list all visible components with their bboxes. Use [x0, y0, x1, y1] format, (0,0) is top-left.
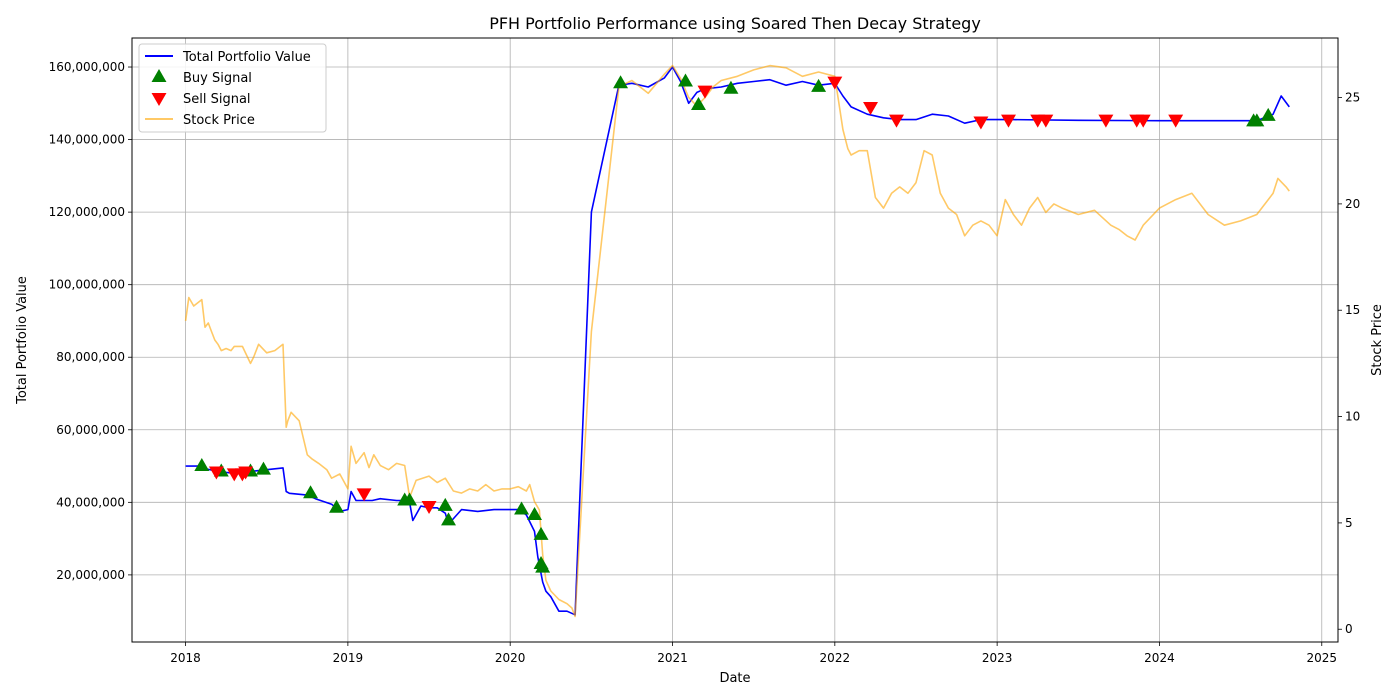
y2-tick-label: 25: [1345, 91, 1360, 105]
buy-signal-marker: [256, 461, 271, 475]
y-tick-label: 140,000,000: [49, 133, 125, 147]
buy-signal-marker: [691, 97, 706, 111]
buy-signal-marker: [811, 78, 827, 92]
sell-signal-marker: [1001, 114, 1016, 128]
sell-signal-legend-swatch: [151, 93, 167, 107]
buy-signal-marker: [402, 492, 418, 506]
buy-signal-marker: [437, 497, 453, 511]
buy-signal-legend-swatch: [151, 68, 167, 82]
signal-markers: [194, 73, 1276, 573]
buy-signal-marker: [723, 80, 739, 94]
x-tick-label: 2018: [170, 651, 201, 665]
stock-price-line: [184, 64, 1290, 618]
buy-signal-marker: [678, 73, 693, 87]
sell-signal-marker: [1135, 114, 1151, 128]
y-tick-label: 60,000,000: [56, 423, 125, 437]
chart-title: PFH Portfolio Performance using Soared T…: [489, 14, 981, 33]
buy-signal-marker: [527, 506, 543, 520]
y2-tick-label: 10: [1345, 410, 1360, 424]
buy-signal-marker: [533, 526, 549, 540]
sell-signal-marker: [1098, 114, 1114, 128]
x-tick-label: 2022: [820, 651, 851, 665]
legend-box: [138, 43, 327, 133]
plot-area: [132, 38, 1338, 642]
sell-signal-marker: [421, 501, 437, 515]
x-tick-label: 2023: [982, 651, 1013, 665]
y-tick-label: 120,000,000: [49, 205, 125, 219]
buy-signal-marker: [514, 501, 530, 515]
buy-signal-marker: [303, 485, 319, 499]
buy-signal-marker: [329, 499, 344, 513]
plot-frame: [131, 37, 1339, 643]
y2-tick-label: 20: [1345, 197, 1360, 211]
y2-tick-label: 5: [1345, 516, 1353, 530]
buy-signal-marker: [441, 512, 456, 526]
sell-signal-marker: [697, 85, 713, 99]
y2-tick-label: 0: [1345, 622, 1353, 636]
y-tick-label: 160,000,000: [49, 60, 125, 74]
legend-label: Stock Price: [183, 113, 255, 128]
buy-signal-marker: [194, 458, 210, 472]
buy-signal-marker: [613, 75, 629, 89]
legend-label: Sell Signal: [183, 92, 251, 107]
sell-signal-marker: [238, 466, 254, 480]
legend-label: Buy Signal: [183, 71, 252, 86]
y-tick-label: 40,000,000: [56, 495, 125, 509]
y-tick-label: 20,000,000: [56, 568, 125, 582]
y-tick-label: 80,000,000: [56, 350, 125, 364]
sell-signal-marker: [863, 101, 879, 115]
axis-ticks: 2018 2019 2020 2021 2022 2023 2024 202520,000,0…: [49, 60, 1361, 665]
y-tick-label: 100,000,000: [49, 278, 125, 292]
x-axis-label: Date: [719, 671, 750, 686]
x-tick-label: 2021: [657, 651, 688, 665]
x-tick-label: 2025: [1306, 651, 1337, 665]
legend: Total Portfolio Value Buy Signal Sell Sign…: [138, 43, 327, 133]
y-axis-label: Total Portfolio Value: [15, 276, 30, 405]
x-tick-label: 2019: [333, 651, 364, 665]
y2-axis-label: Stock Price: [1370, 304, 1385, 376]
x-tick-label: 2024: [1144, 651, 1175, 665]
buy-signal-marker: [1249, 113, 1265, 127]
x-tick-label: 2020: [495, 651, 526, 665]
sell-signal-marker: [827, 76, 843, 90]
legend-label: Total Portfolio Value: [182, 50, 311, 65]
sell-signal-marker: [973, 116, 989, 130]
grid: [132, 38, 1338, 642]
sell-signal-marker: [889, 114, 904, 128]
sell-signal-marker: [208, 466, 224, 480]
buy-signal-marker: [1260, 107, 1276, 121]
sell-signal-marker: [1038, 114, 1054, 128]
buy-signal-marker: [535, 559, 551, 573]
sell-signal-marker: [356, 488, 372, 502]
sell-signal-marker: [1168, 114, 1184, 128]
y2-tick-label: 15: [1345, 303, 1360, 317]
